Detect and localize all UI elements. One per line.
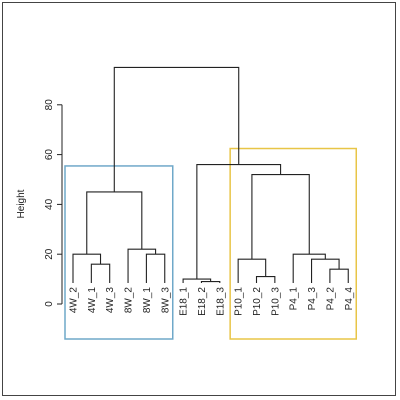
leaf-label: P4_4 bbox=[344, 287, 355, 311]
merge-branch bbox=[90, 263, 111, 283]
leaf-label: 4W_2 bbox=[69, 287, 80, 314]
merge-branch bbox=[311, 258, 340, 283]
merge-branch bbox=[72, 253, 102, 283]
y-tick-label: 80 bbox=[44, 99, 55, 111]
leaf-label: 8W_3 bbox=[160, 287, 171, 314]
leaf-label: 4W_1 bbox=[87, 287, 98, 314]
merge-branch bbox=[237, 258, 267, 283]
merge-branch bbox=[145, 253, 166, 283]
y-tick-label: 60 bbox=[44, 149, 55, 161]
merge-branch bbox=[196, 164, 282, 280]
leaf-label: 4W_3 bbox=[105, 287, 116, 314]
leaf-label: P4_3 bbox=[307, 287, 318, 311]
y-axis-title: Height bbox=[16, 189, 27, 218]
merge-branch bbox=[255, 276, 276, 283]
leaf-label: 8W_2 bbox=[124, 287, 135, 314]
leaf-label: P10_2 bbox=[252, 287, 263, 316]
dendrogram-branches bbox=[72, 66, 349, 283]
cluster-box bbox=[229, 147, 357, 340]
leaf-label: E18_1 bbox=[179, 287, 190, 316]
y-axis: 0 20 40 60 80 bbox=[44, 99, 63, 307]
merge-branch bbox=[251, 173, 310, 260]
leaf-label: E18_3 bbox=[215, 287, 226, 316]
y-tick-label: 20 bbox=[44, 248, 55, 260]
y-tick-label: 40 bbox=[44, 198, 55, 210]
merge-branch bbox=[86, 191, 143, 255]
leaf-label: P10_3 bbox=[270, 287, 281, 316]
merge-branch bbox=[200, 281, 221, 283]
leaf-label: P4_1 bbox=[289, 287, 300, 311]
cluster-boxes bbox=[64, 147, 357, 340]
leaf-labels: 4W_2 4W_1 4W_3 8W_2 8W_1 8W_3 E18_1 E18_2 E18_3 P… bbox=[69, 287, 355, 316]
leaf-label: P10_1 bbox=[234, 287, 245, 316]
leaf-label: P4_2 bbox=[325, 287, 336, 311]
leaf-label: 8W_1 bbox=[142, 287, 153, 314]
merge-branch bbox=[329, 268, 349, 283]
cluster-box bbox=[64, 165, 174, 340]
y-tick-label: 0 bbox=[44, 301, 55, 307]
leaf-label: E18_2 bbox=[197, 287, 208, 316]
merge-branch bbox=[292, 253, 326, 283]
merge-branch bbox=[113, 66, 240, 192]
figure-frame bbox=[2, 2, 396, 396]
